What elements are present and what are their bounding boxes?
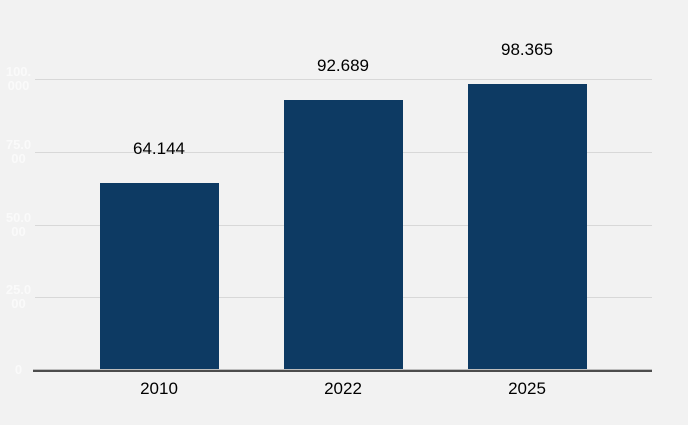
bar-value-label: 98.365 (501, 40, 553, 59)
x-axis-category-label: 2010 (140, 379, 178, 398)
bar-2010[interactable] (100, 183, 219, 370)
x-axis-category-label: 2025 (508, 379, 546, 398)
y-axis-tick-label: 50.000 (5, 210, 32, 239)
bar-value-label: 92.689 (317, 56, 369, 75)
bar-value-label: 64.144 (133, 139, 185, 158)
bar-2022[interactable] (284, 100, 403, 370)
bar-2025[interactable] (468, 84, 587, 370)
y-axis-tick-label: 25.000 (5, 282, 32, 311)
y-axis-tick-label: 0 (14, 362, 23, 377)
x-axis-category-label: 2022 (324, 379, 362, 398)
gridline-100.000 (35, 79, 652, 80)
y-axis-tick-label: 100.000 (5, 64, 32, 93)
y-axis-tick-label: 75.000 (5, 137, 32, 166)
x-axis-line (33, 369, 652, 372)
